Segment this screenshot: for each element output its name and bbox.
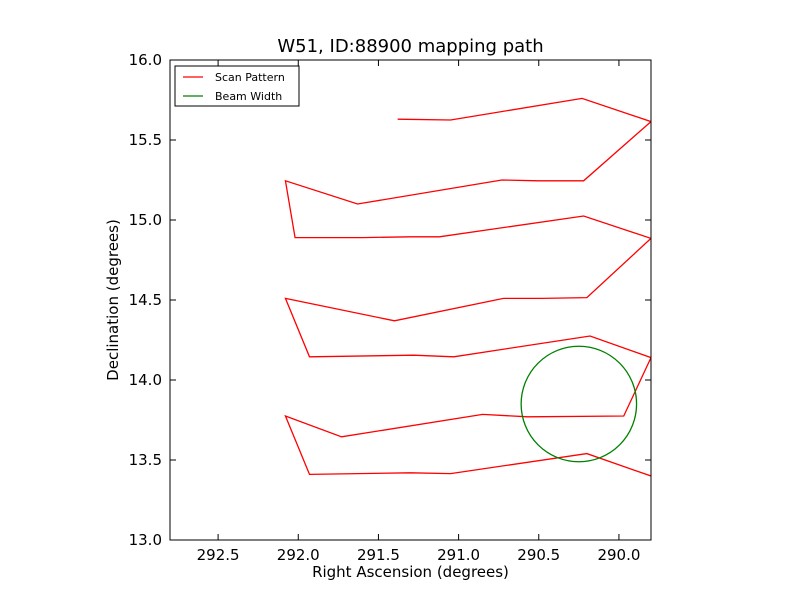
y-tick-label: 15.5 bbox=[129, 131, 162, 149]
legend-label-scan-pattern: Scan Pattern bbox=[215, 71, 285, 84]
y-tick-label: 14.0 bbox=[129, 371, 162, 389]
x-tick-label: 290.0 bbox=[597, 546, 640, 564]
beam-width-circle bbox=[520, 345, 638, 463]
x-tick-label: 291.5 bbox=[357, 546, 400, 564]
y-tick-label: 13.0 bbox=[129, 531, 162, 549]
x-tick-label: 292.5 bbox=[197, 546, 240, 564]
scan-pattern-line bbox=[284, 97, 651, 477]
chart-title: W51, ID:88900 mapping path bbox=[277, 36, 543, 57]
y-axis-title: Declination (degrees) bbox=[104, 219, 122, 381]
x-tick-label: 290.5 bbox=[517, 546, 560, 564]
legend: Scan Pattern Beam Width bbox=[174, 65, 300, 107]
y-tick-label: 13.5 bbox=[129, 451, 162, 469]
y-tick-label: 16.0 bbox=[129, 51, 162, 69]
y-tick-label: 15.0 bbox=[129, 211, 162, 229]
x-axis: 292.5 292.0 291.5 291.0 290.5 290.0 bbox=[197, 60, 640, 564]
plot-frame bbox=[169, 59, 652, 541]
plot-background bbox=[170, 60, 651, 540]
plot-area bbox=[284, 97, 651, 477]
x-tick-label: 291.0 bbox=[437, 546, 480, 564]
legend-box bbox=[174, 65, 300, 107]
legend-label-beam-width: Beam Width bbox=[215, 90, 282, 103]
x-tick-label: 292.0 bbox=[277, 546, 320, 564]
x-axis-title: Right Ascension (degrees) bbox=[312, 563, 509, 581]
y-tick-label: 14.5 bbox=[129, 291, 162, 309]
